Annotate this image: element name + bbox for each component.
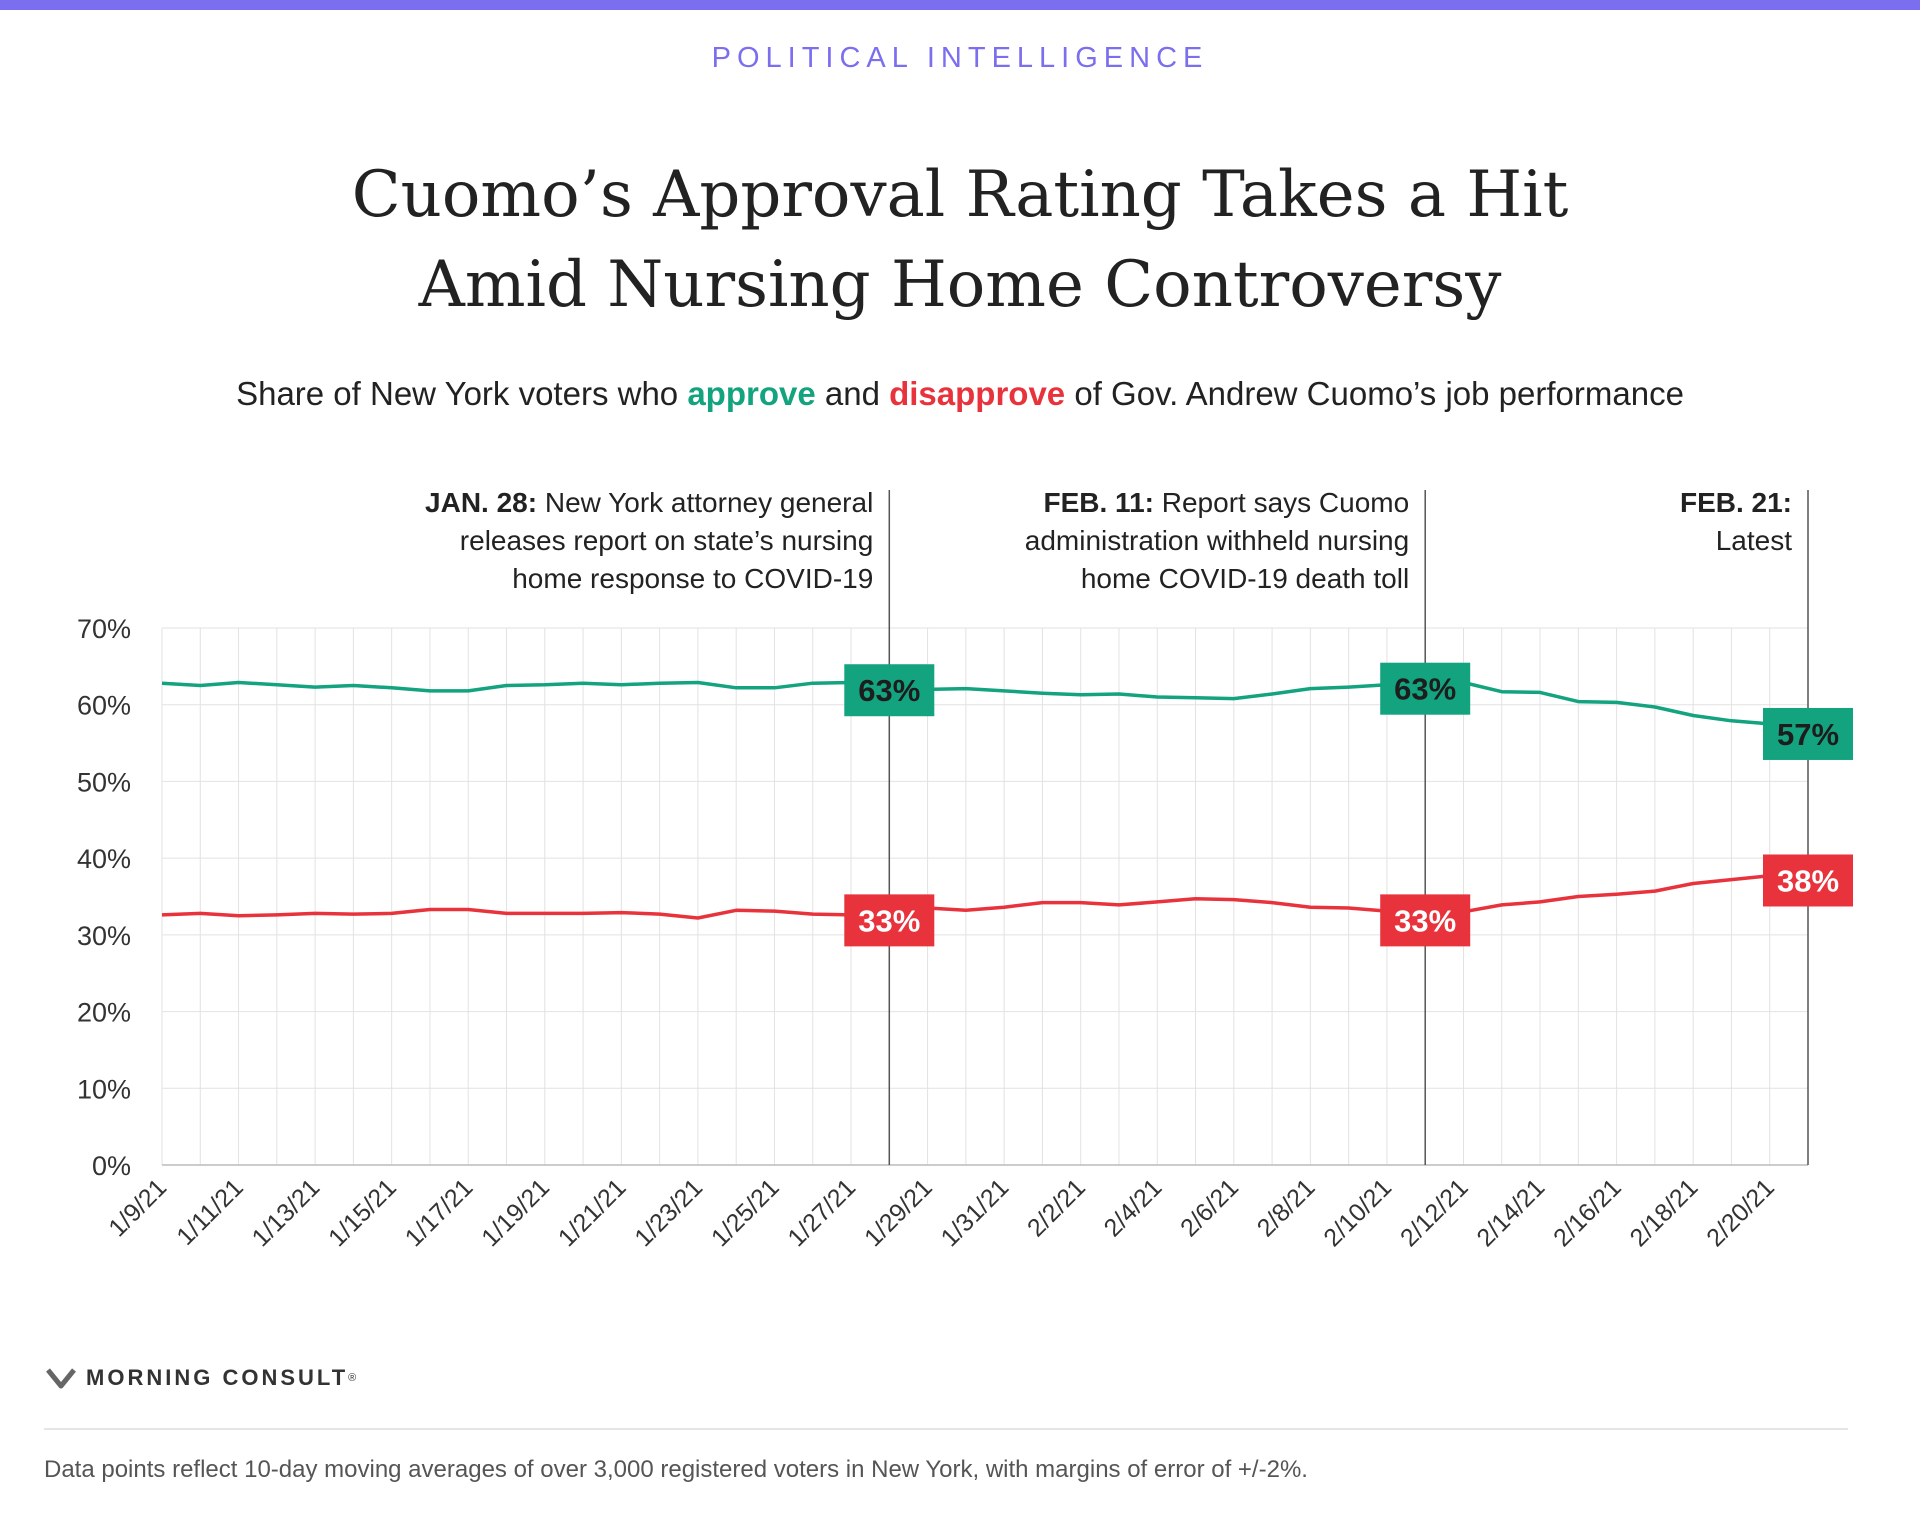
brand-name: MORNING CONSULT — [86, 1365, 349, 1390]
morning-consult-logo-icon — [46, 1368, 76, 1389]
annotation-desc: Latest — [1716, 525, 1792, 556]
footnote: Data points reflect 10-day moving averag… — [44, 1456, 1308, 1483]
y-tick-label: 50% — [77, 767, 131, 797]
x-tick-label: 2/8/21 — [1252, 1173, 1321, 1242]
x-tick-label: 2/6/21 — [1175, 1173, 1244, 1242]
value-label-disapprove: 33% — [844, 894, 935, 947]
annotation-text: JAN. 28: New York attorney general releas… — [425, 487, 873, 594]
series-line-disapprove — [161, 871, 1809, 920]
kicker: POLITICAL INTELLIGENCE — [711, 42, 1209, 74]
annotation-desc: New York attorney general — [537, 487, 873, 518]
title-line-2: Amid Nursing Home Controversy — [418, 248, 1502, 322]
y-tick-label: 0% — [92, 1151, 131, 1181]
title-line-1: Cuomo’s Approval Rating Takes a Hit — [351, 158, 1569, 232]
annotation-desc: Report says Cuomo — [1154, 487, 1409, 518]
value-label-text: 33% — [1394, 903, 1456, 938]
y-tick-label: 40% — [77, 844, 131, 874]
subtitle-post: of Gov. Andrew Cuomo’s job performance — [1065, 375, 1684, 412]
x-tick-label: 2/20/21 — [1701, 1173, 1780, 1252]
x-tick-label: 1/21/21 — [553, 1173, 632, 1252]
annotation-text: FEB. 11: Report says Cuomo administration… — [1025, 487, 1409, 594]
x-tick-label: 1/15/21 — [323, 1173, 402, 1252]
value-label-text: 57% — [1777, 717, 1839, 752]
value-label-disapprove: 33% — [1380, 894, 1471, 947]
x-tick-label: 1/17/21 — [400, 1173, 479, 1252]
x-tick-label: 1/27/21 — [782, 1173, 861, 1252]
subtitle-and: and — [815, 375, 890, 412]
x-tick-label: 1/11/21 — [171, 1173, 248, 1250]
series-line-approve — [161, 679, 1809, 729]
annotation-text: FEB. 21: Latest — [1680, 487, 1792, 556]
annotation-date: JAN. 28: — [425, 487, 537, 518]
x-tick-label: 1/13/21 — [247, 1173, 326, 1252]
x-tick-label: 1/19/21 — [476, 1173, 555, 1252]
chart-subtitle: Share of New York voters who approve and… — [0, 375, 1920, 413]
value-label-text: 38% — [1777, 863, 1839, 898]
x-tick-label: 2/4/21 — [1099, 1173, 1168, 1242]
value-label-approve: 63% — [844, 664, 935, 717]
x-tick-label: 2/2/21 — [1022, 1173, 1091, 1242]
annotation-line-text: home response to COVID-19 — [512, 563, 873, 594]
annotation-line-text: releases report on state’s nursing — [460, 525, 874, 556]
value-label-text: 63% — [1394, 672, 1456, 707]
top-accent-bar — [0, 0, 1920, 10]
y-tick-label: 70% — [77, 614, 131, 644]
x-tick-label: 2/10/21 — [1318, 1173, 1397, 1252]
value-label-text: 33% — [858, 903, 920, 938]
x-tick-label: 2/18/21 — [1625, 1173, 1704, 1252]
chart-title: Cuomo’s Approval Rating Takes a Hit Amid… — [0, 150, 1920, 330]
annotation-line-text: administration withheld nursing — [1025, 525, 1409, 556]
value-label-box — [844, 664, 935, 717]
x-tick-label: 1/23/21 — [629, 1173, 708, 1252]
footer-divider — [44, 1428, 1848, 1430]
value-label-approve: 63% — [1380, 662, 1471, 715]
annotation-date: FEB. 11: — [1044, 487, 1154, 518]
y-tick-label: 60% — [77, 691, 131, 721]
x-tick-label: 1/29/21 — [859, 1173, 938, 1252]
y-tick-label: 30% — [77, 921, 131, 951]
brand: MORNING CONSULT ® — [46, 1365, 356, 1391]
brand-mark: ® — [348, 1372, 357, 1384]
annotation-line-text: home COVID-19 death toll — [1081, 563, 1409, 594]
value-label-approve: 57% — [1763, 707, 1853, 760]
value-label-box — [1763, 707, 1853, 760]
x-tick-label: 2/16/21 — [1548, 1173, 1627, 1252]
value-label-box — [844, 894, 935, 947]
annotation-line-text: FEB. 11: Report says Cuomo — [1044, 487, 1410, 518]
value-label-box — [1763, 854, 1853, 907]
value-label-disapprove: 38% — [1763, 854, 1853, 907]
x-tick-label: 2/12/21 — [1395, 1173, 1474, 1252]
subtitle-disapprove: disapprove — [889, 375, 1066, 412]
x-tick-label: 1/9/21 — [103, 1173, 172, 1242]
y-tick-label: 10% — [77, 1074, 131, 1104]
subtitle-pre: Share of New York voters who — [236, 375, 688, 412]
x-tick-label: 1/31/21 — [936, 1173, 1015, 1252]
line-chart: 0% 10% 20% 30% 40% 50% 60% 70% JAN. 28: New York… — [77, 487, 1853, 1252]
annotation-line-text: JAN. 28: New York attorney general — [425, 487, 873, 518]
x-tick-label: 1/25/21 — [706, 1173, 785, 1252]
value-label-box — [1380, 662, 1471, 715]
value-label-box — [1380, 894, 1471, 947]
value-label-text: 63% — [858, 673, 920, 708]
y-tick-label: 20% — [77, 998, 131, 1028]
subtitle-approve: approve — [687, 375, 816, 412]
x-tick-label: 2/14/21 — [1472, 1173, 1551, 1252]
annotation-date: FEB. 21: — [1680, 487, 1792, 518]
